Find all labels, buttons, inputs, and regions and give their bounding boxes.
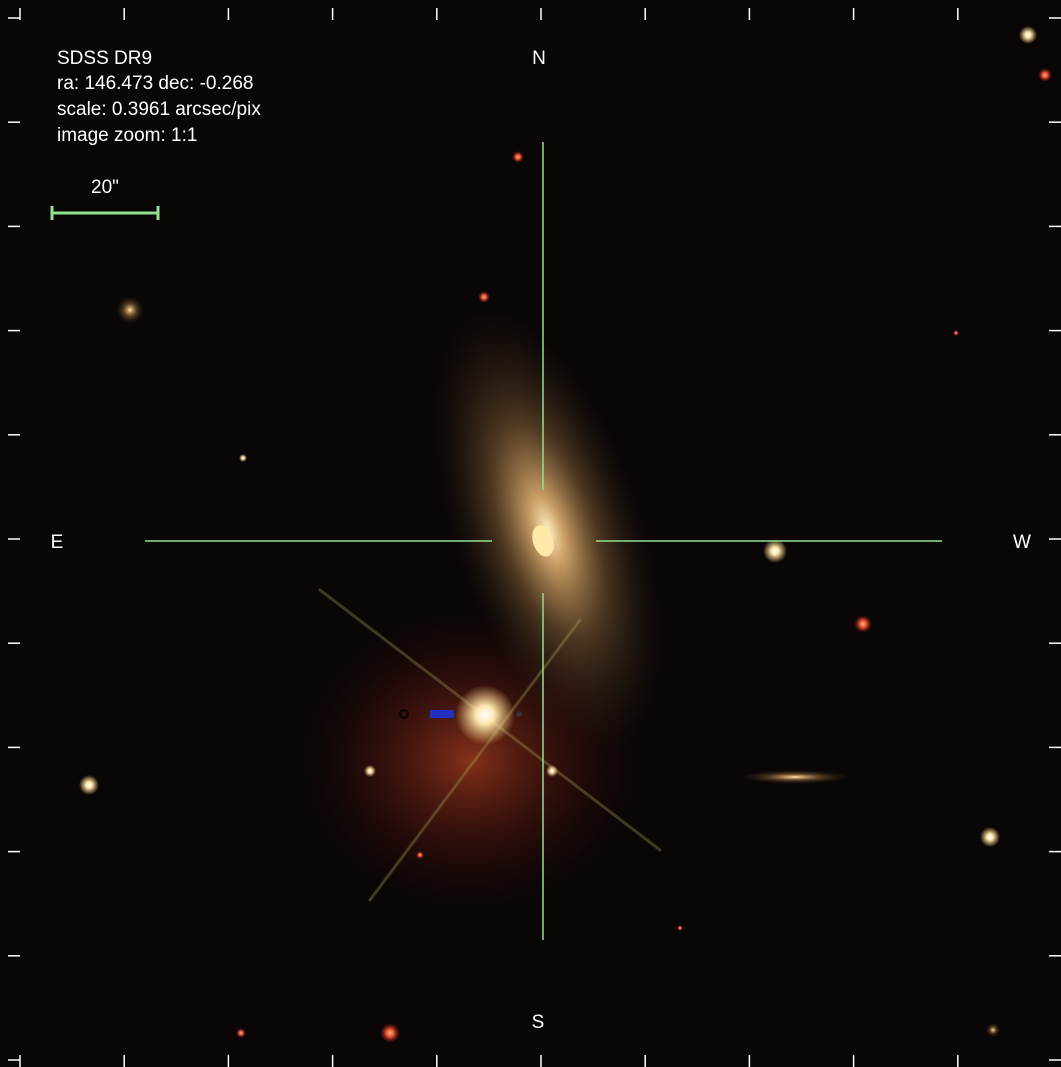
star [478,291,490,303]
star [380,1023,400,1043]
star [416,851,424,859]
scale-bar [50,206,160,220]
star [116,296,144,324]
star [953,330,959,336]
star [546,765,558,777]
info-line: ra: 146.473 dec: -0.268 [57,73,253,94]
info-line: image zoom: 1:1 [57,125,197,146]
star [986,1023,1000,1037]
star [512,151,524,163]
star [677,925,683,931]
star [1019,26,1037,44]
border-ticks [8,8,1061,1067]
galaxy-core [532,525,554,557]
scale-bar-label: 20" [91,177,119,198]
star [763,539,787,563]
star [854,615,872,633]
compass-north: N [532,48,546,69]
info-line: SDSS DR9 [57,48,152,69]
info-line: scale: 0.3961 arcsec/pix [57,99,261,120]
star [980,827,1000,847]
crosshair [145,142,942,940]
stars [79,26,1052,1043]
spike [368,618,582,902]
star [236,1028,246,1038]
bright-star [455,685,515,745]
compass-west: W [1013,532,1031,553]
compass-east: E [51,532,64,553]
marker [516,711,522,717]
star [1038,68,1052,82]
compass-south: S [532,1012,545,1033]
star [239,454,247,462]
star [79,775,99,795]
marker [430,710,454,718]
edge-on-galaxy [740,770,850,784]
marker [399,709,409,719]
star [364,765,376,777]
